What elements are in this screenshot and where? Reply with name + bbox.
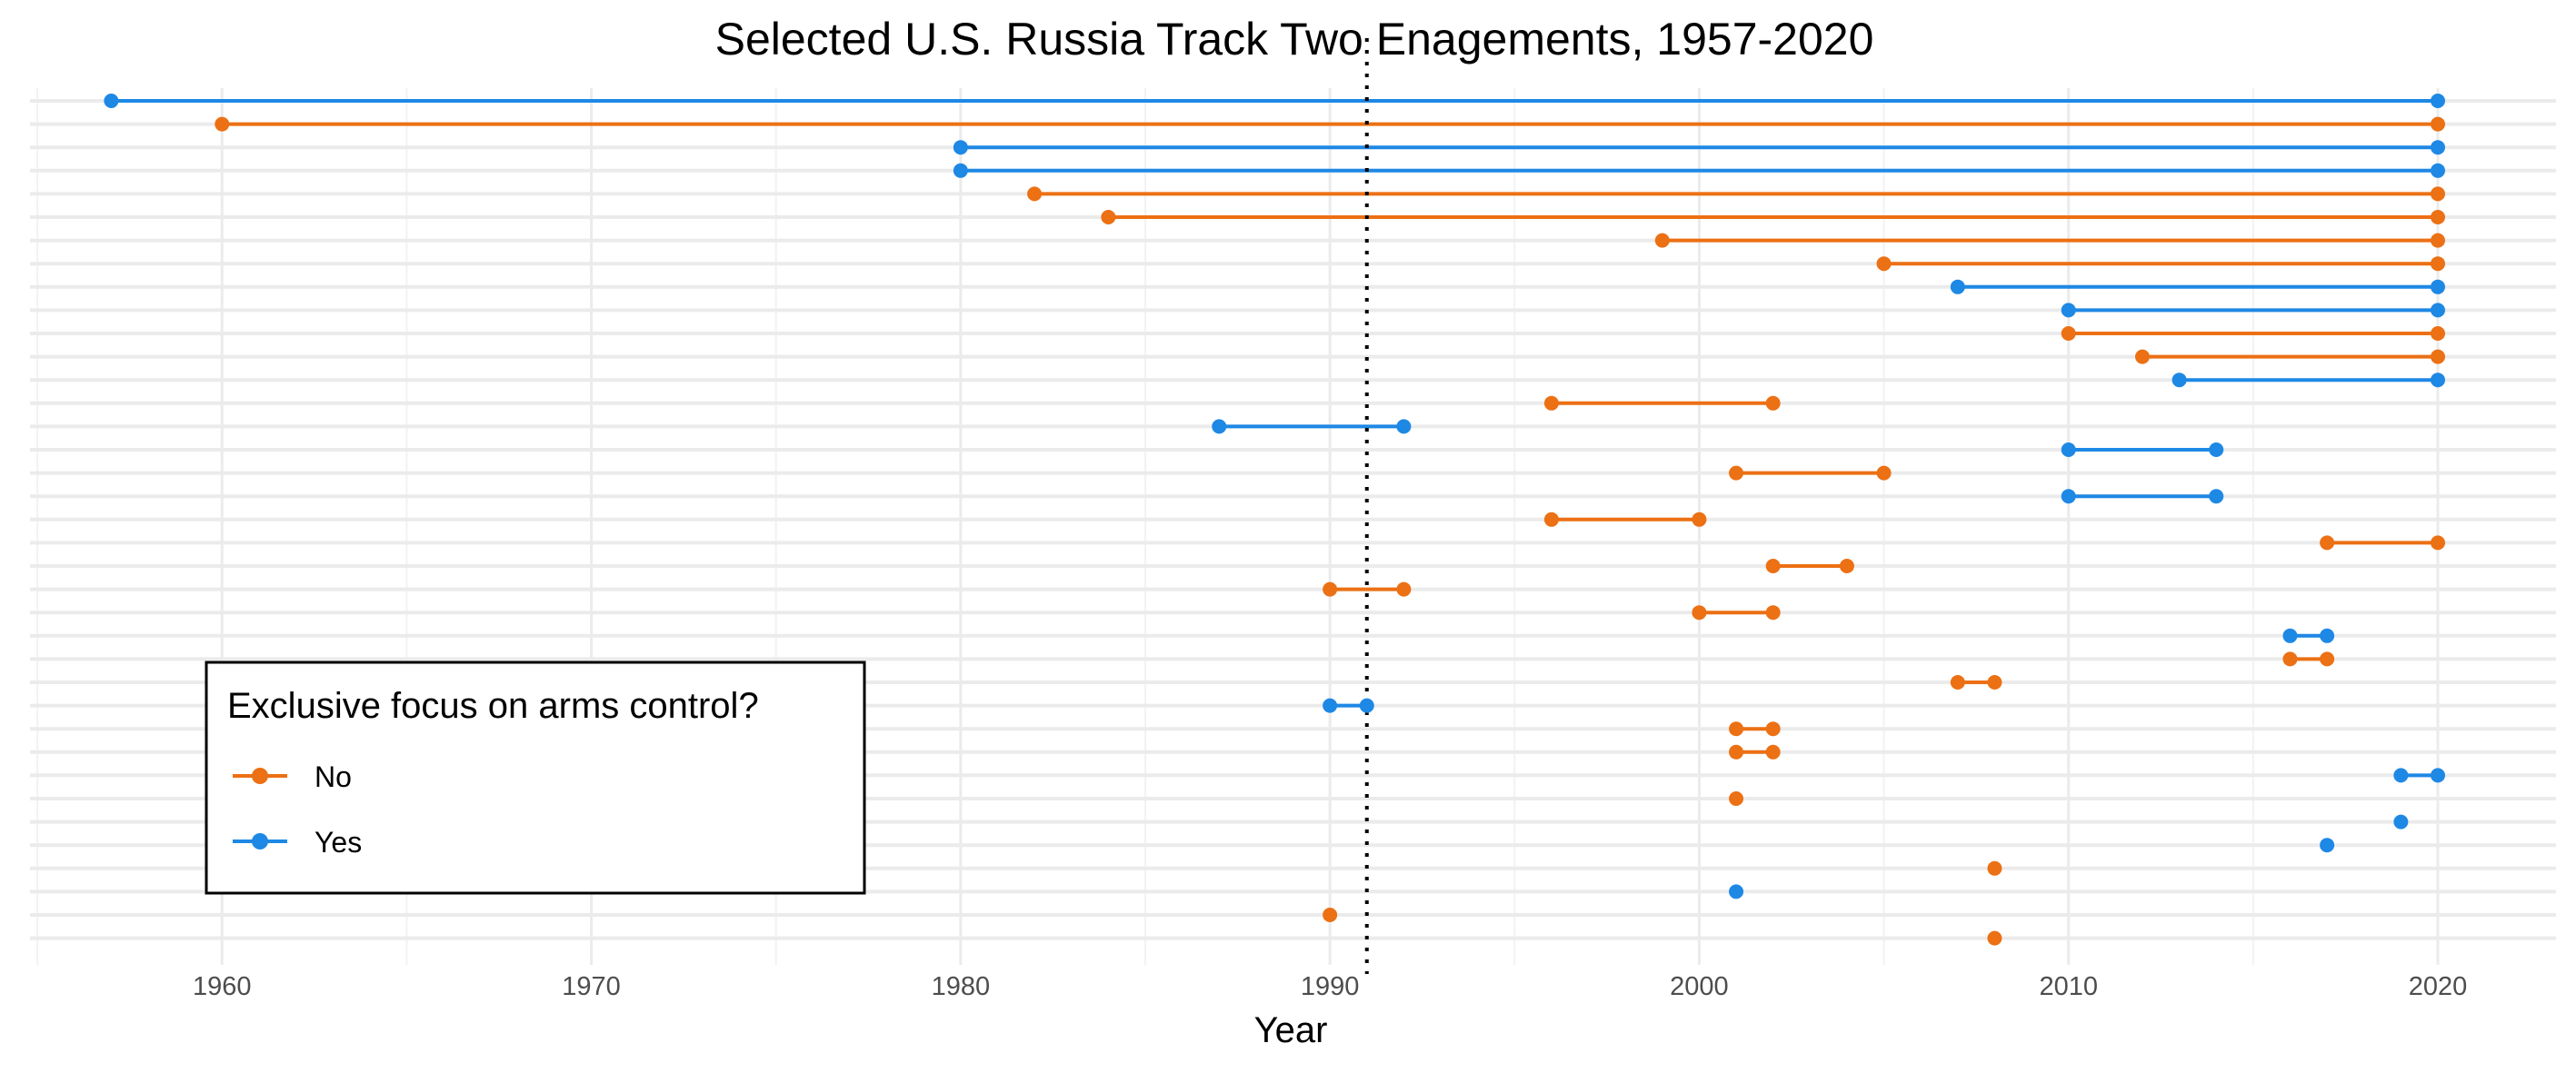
engagement-start-point bbox=[1027, 186, 1043, 202]
chart-title: Selected U.S. Russia Track Two Enagement… bbox=[715, 14, 1874, 65]
legend-entry-no: No bbox=[233, 760, 352, 793]
engagement-start-point bbox=[2393, 814, 2409, 830]
engagement-start-point bbox=[953, 140, 968, 155]
engagement-start-point bbox=[2320, 838, 2335, 853]
engagement-start-point bbox=[2061, 442, 2076, 457]
legend-title: Exclusive focus on arms control? bbox=[227, 686, 759, 726]
engagement-start-point bbox=[1729, 744, 1744, 760]
engagement-start-point bbox=[1654, 233, 1670, 248]
engagement-start-point bbox=[2061, 489, 2076, 504]
engagement-start-point bbox=[2282, 651, 2298, 667]
engagement-end-point bbox=[1876, 465, 1892, 481]
engagement-end-point bbox=[2430, 373, 2445, 388]
engagement-end-point bbox=[1765, 605, 1781, 621]
engagement-end-point bbox=[1765, 395, 1781, 411]
engagement-start-point bbox=[1323, 908, 1338, 922]
engagement-start-point bbox=[1543, 512, 1559, 527]
engagement-end-point bbox=[1359, 698, 1374, 713]
engagement-end-point bbox=[1765, 721, 1781, 737]
engagement-start-point bbox=[1729, 465, 1744, 481]
x-tick-label: 2020 bbox=[2409, 972, 2468, 1001]
engagement-start-point bbox=[1323, 698, 1338, 713]
engagement-end-point bbox=[2430, 256, 2445, 272]
engagement-end-point bbox=[2320, 628, 2335, 643]
engagement-start-point bbox=[953, 163, 968, 178]
engagement-points bbox=[104, 94, 2445, 946]
engagement-end-point bbox=[2430, 279, 2445, 294]
engagement-start-point bbox=[215, 116, 230, 132]
engagement-start-point bbox=[2134, 349, 2150, 364]
engagement-start-point bbox=[1987, 930, 2002, 946]
engagement-start-point bbox=[1950, 675, 1965, 690]
engagement-start-point bbox=[1323, 581, 1338, 597]
engagement-end-point bbox=[1396, 581, 1412, 597]
engagement-start-point bbox=[1876, 256, 1892, 272]
x-axis-label: Year bbox=[1254, 1010, 1328, 1050]
legend-box bbox=[205, 661, 866, 895]
engagement-end-point bbox=[2430, 768, 2445, 783]
engagement-start-point bbox=[1692, 605, 1707, 621]
x-axis-ticks: 1960 1970 1980 1990 2000 2010 2020 bbox=[193, 972, 2467, 1001]
engagement-end-point bbox=[2209, 442, 2224, 457]
engagement-start-point bbox=[2061, 303, 2076, 318]
engagement-end-point bbox=[2430, 94, 2445, 108]
engagement-start-point bbox=[1987, 860, 2002, 876]
x-tick-label: 1960 bbox=[193, 972, 252, 1001]
legend-label-yes: Yes bbox=[315, 826, 362, 859]
x-tick-label: 2000 bbox=[1670, 972, 1729, 1001]
engagement-end-point bbox=[1692, 512, 1707, 527]
engagement-end-point bbox=[2430, 140, 2445, 155]
engagement-end-point bbox=[2209, 489, 2224, 504]
engagement-start-point bbox=[1729, 884, 1744, 899]
engagement-segments bbox=[111, 99, 2438, 778]
engagement-start-point bbox=[104, 94, 119, 108]
engagement-end-point bbox=[2430, 210, 2445, 224]
legend-entry-yes: Yes bbox=[233, 826, 362, 859]
engagement-end-point bbox=[2430, 326, 2445, 341]
x-tick-label: 1970 bbox=[562, 972, 621, 1001]
engagement-start-point bbox=[2320, 535, 2335, 551]
engagement-start-point bbox=[2061, 326, 2076, 341]
legend: Exclusive focus on arms control? No Yes bbox=[205, 661, 866, 895]
engagement-end-point bbox=[2430, 535, 2445, 551]
engagement-end-point bbox=[2430, 303, 2445, 318]
engagement-start-point bbox=[2393, 768, 2409, 783]
x-tick-label: 1980 bbox=[932, 972, 991, 1001]
engagement-start-point bbox=[1950, 279, 1965, 294]
engagement-start-point bbox=[1765, 559, 1781, 573]
engagement-start-point bbox=[1101, 210, 1116, 224]
minor-gridlines bbox=[36, 88, 2254, 965]
engagement-start-point bbox=[2172, 373, 2187, 388]
engagement-end-point bbox=[2430, 349, 2445, 364]
engagement-end-point bbox=[2430, 116, 2445, 132]
engagement-start-point bbox=[2282, 628, 2298, 643]
engagement-end-point bbox=[2430, 233, 2445, 248]
engagement-end-point bbox=[2430, 186, 2445, 202]
legend-point-yes bbox=[252, 833, 268, 849]
legend-point-no bbox=[252, 768, 268, 784]
x-tick-label: 1990 bbox=[1301, 972, 1360, 1001]
engagement-start-point bbox=[1212, 419, 1227, 434]
engagement-end-point bbox=[2320, 651, 2335, 667]
engagement-end-point bbox=[1765, 744, 1781, 760]
engagement-start-point bbox=[1729, 791, 1744, 806]
engagement-end-point bbox=[1396, 419, 1412, 434]
legend-label-no: No bbox=[315, 760, 352, 793]
engagement-end-point bbox=[2430, 163, 2445, 178]
engagement-start-point bbox=[1543, 395, 1559, 411]
x-tick-label: 2010 bbox=[2039, 972, 2098, 1001]
engagement-start-point bbox=[1729, 721, 1744, 737]
engagement-end-point bbox=[1987, 675, 2002, 690]
engagement-end-point bbox=[1839, 559, 1854, 573]
